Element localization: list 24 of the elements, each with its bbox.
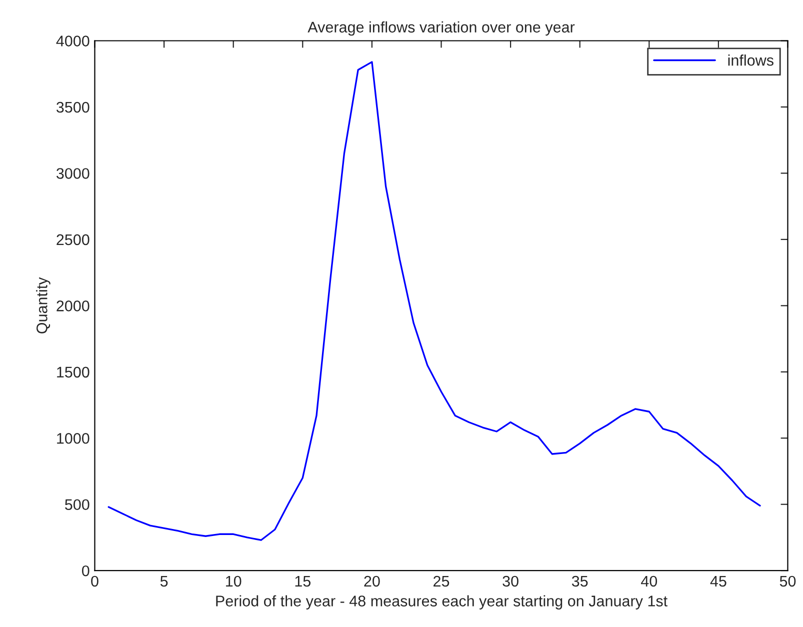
y-tick-label: 0	[82, 565, 90, 576]
y-tick-label: 500	[65, 499, 90, 510]
y-tick-label: 1000	[57, 432, 90, 444]
y-tick-label: 1500	[57, 366, 90, 378]
chart-title: Average inflows variation over one year	[308, 21, 575, 36]
x-tick-label: 10	[226, 576, 242, 587]
y-tick-label: 3000	[56, 168, 90, 179]
x-tick-label: 30	[502, 576, 518, 587]
x-tick-label: 15	[295, 576, 311, 587]
x-tick-label: 45	[710, 576, 726, 587]
y-tick-label: 4000	[56, 36, 90, 46]
x-tick-label: 20	[364, 576, 380, 587]
y-tick-label: 2000	[56, 300, 90, 312]
x-tick-label: 5	[160, 576, 168, 587]
x-tick-label: 40	[641, 576, 658, 587]
legend-label: inflows	[728, 54, 774, 66]
y-tick-label: 3500	[56, 102, 90, 113]
x-tick-label: 25	[434, 576, 450, 587]
x-tick-label: 50	[780, 576, 796, 587]
x-axis-title: Period of the year - 48 measures each year starting on January 1st	[216, 595, 668, 610]
x-tick-label: 35	[572, 576, 588, 587]
y-tick-label: 2500	[56, 234, 90, 246]
x-tick-label: 0	[91, 576, 98, 587]
y-axis-title: Quantity	[36, 277, 50, 334]
